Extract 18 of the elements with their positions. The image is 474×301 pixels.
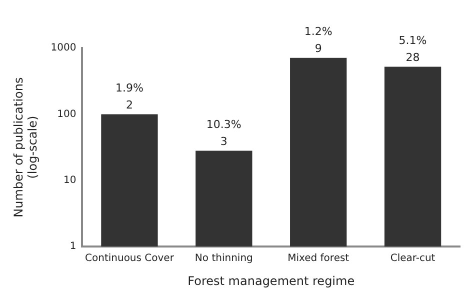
y-tick-label: 1 — [70, 241, 76, 252]
y-tick-label: 10 — [64, 174, 76, 186]
annotation: 2 — [126, 98, 133, 112]
annotation: 9 — [314, 42, 322, 56]
annotation: 5.1% — [398, 34, 427, 48]
y-tick-label: 100 — [57, 108, 76, 120]
x-tick-label: Continuous Cover — [84, 253, 175, 264]
annotation: 28 — [406, 51, 420, 64]
y-axis-title: Number of publications (log-scale) — [11, 77, 40, 218]
annotation: 1.9% — [115, 82, 144, 95]
x-axis-title: Forest management regime — [188, 274, 355, 288]
annotation: 3 — [220, 135, 228, 148]
annotation: 10.3% — [206, 118, 242, 132]
x-tick-label: Mixed forest — [288, 253, 350, 264]
y-tick-label: 1000 — [50, 42, 76, 54]
x-tick-label: No thinning — [194, 253, 253, 264]
x-tick-label: Clear-cut — [390, 253, 436, 264]
text: 1.2% — [304, 25, 332, 38]
